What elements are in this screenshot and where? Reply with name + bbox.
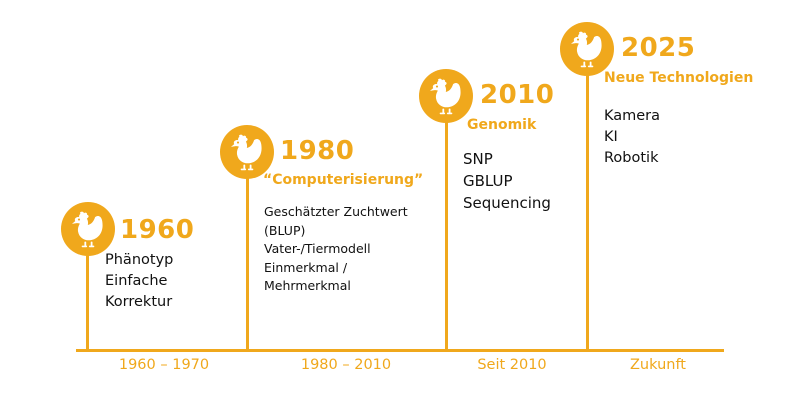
period-label: Zukunft — [630, 357, 686, 373]
milestone-item: Einfache — [105, 273, 168, 289]
milestone-year: 1980 — [280, 136, 355, 166]
milestone-item: Kamera — [604, 108, 661, 124]
milestone-year: 1960 — [120, 215, 195, 245]
chicken-icon — [71, 211, 103, 248]
milestone-item: SNP — [463, 150, 493, 168]
period-label: 1980 – 2010 — [300, 357, 392, 373]
milestone-stem — [586, 75, 589, 350]
milestone-subtitle: Genomik — [467, 117, 537, 133]
milestone-subtitle: “Computerisierung” — [263, 172, 424, 188]
milestone-item: Sequencing — [463, 194, 551, 212]
chicken-icon — [230, 134, 262, 171]
milestone-item: Mehrmerkmal — [264, 278, 351, 293]
milestone-item: Robotik — [604, 150, 659, 166]
milestone-items: Geschätzter Zuchtwert (BLUP) Vater-/Tier… — [264, 203, 408, 296]
chicken-icon — [570, 31, 602, 68]
chicken-icon — [429, 78, 461, 115]
timeline-axis — [76, 349, 724, 352]
milestone-badge-1980 — [220, 125, 274, 179]
milestone-subtitle: Neue Technologien — [604, 70, 754, 86]
milestone-item: KI — [604, 129, 618, 145]
milestone-item: GBLUP — [463, 172, 513, 190]
milestone-year: 2010 — [480, 80, 555, 110]
milestone-item: Phänotyp — [105, 252, 174, 268]
period-label: 1960 – 1970 — [118, 357, 210, 373]
milestone-stem — [445, 120, 448, 350]
milestone-badge-2010 — [419, 69, 473, 123]
milestone-items: Kamera KI Robotik — [604, 106, 660, 169]
milestone-year: 2025 — [621, 33, 696, 63]
milestone-stem — [246, 175, 249, 350]
milestone-item: Vater-/Tiermodell — [264, 241, 371, 256]
milestone-item: (BLUP) — [264, 222, 306, 238]
milestone-item: Geschätzter Zuchtwert — [264, 204, 408, 219]
milestone-items: SNP GBLUP Sequencing — [463, 148, 551, 214]
milestone-stem — [86, 255, 89, 350]
milestone-item: Korrektur — [105, 294, 173, 310]
period-label: Seit 2010 — [477, 357, 547, 373]
milestone-badge-2025 — [560, 22, 614, 76]
milestone-badge-1960 — [61, 202, 115, 256]
milestone-item: Einmerkmal / — [264, 259, 348, 275]
milestone-items: Phänotyp Einfache Korrektur — [105, 250, 173, 313]
